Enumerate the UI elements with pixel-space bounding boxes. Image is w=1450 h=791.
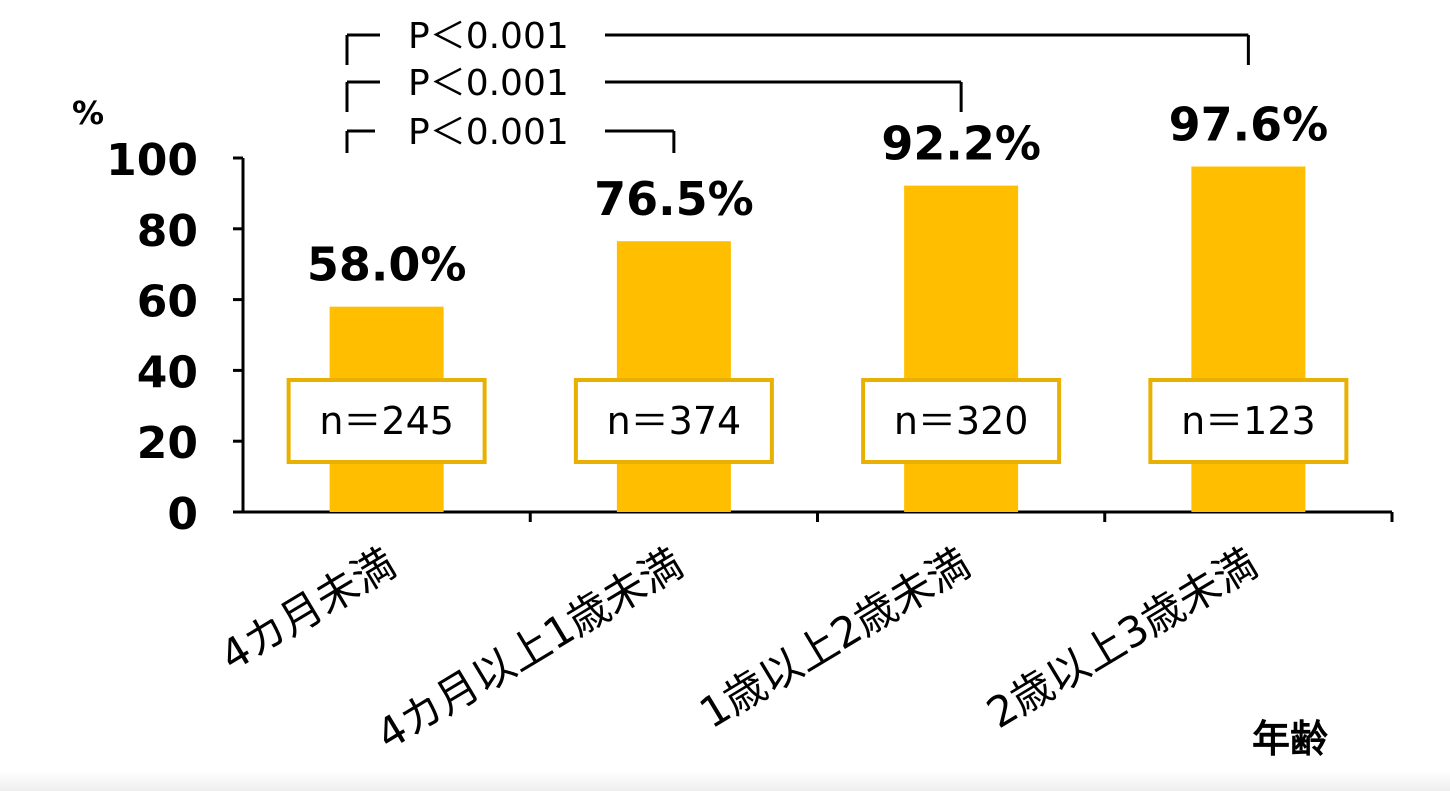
y-tick-label: 80 [137,206,198,257]
bar-value-label: 92.2% [881,117,1041,171]
significance-bracket: P＜0.001 [345,112,676,153]
significance-brackets: P＜0.001 P＜0.001 P＜0.001 [345,16,1250,153]
axes: 0 20 40 60 80 100% [72,94,1394,540]
bar-value-label: 58.0% [307,238,467,292]
y-tick-label: 60 [137,277,198,328]
sample-size-box [1148,378,1349,464]
x-category-label: 4カ月以上1歳未満 [368,539,691,760]
sample-size-box [573,378,774,464]
y-tick-label: 100 [106,135,198,186]
y-tick-label: 20 [137,418,198,469]
y-tick-label: 40 [137,347,198,398]
sample-size-label: n＝320 [894,399,1029,443]
sample-size-label: n＝123 [1181,399,1316,443]
y-tick-label: 0 [167,489,198,540]
sample-size-box [861,378,1062,464]
bottom-shade [0,771,1450,791]
significance-bracket: P＜0.001 [345,16,1250,65]
bar-value-label: 97.6% [1169,97,1329,151]
significance-bracket: P＜0.001 [345,63,963,112]
x-axis-label: 年齢 [1252,717,1328,761]
bar [616,241,731,512]
sample-size-box [286,378,487,464]
x-category-label: 1歳以上2歳未満 [691,539,978,738]
labels: 58.0% n＝245 4カ月未満 76.5% n＝374 4カ月以上1歳未満 92.2% n… [212,97,1349,761]
significance-label: P＜0.001 [408,63,569,104]
x-category-label: 4カ月未満 [212,539,404,681]
bar-value-label: 76.5% [594,172,754,226]
sample-size-label: n＝374 [607,399,742,443]
y-axis-label: % [72,94,104,132]
significance-label: P＜0.001 [408,16,569,57]
x-category-label: 2歳以上3歳未満 [978,539,1265,738]
sample-size-label: n＝245 [319,399,454,443]
significance-label: P＜0.001 [408,112,569,153]
